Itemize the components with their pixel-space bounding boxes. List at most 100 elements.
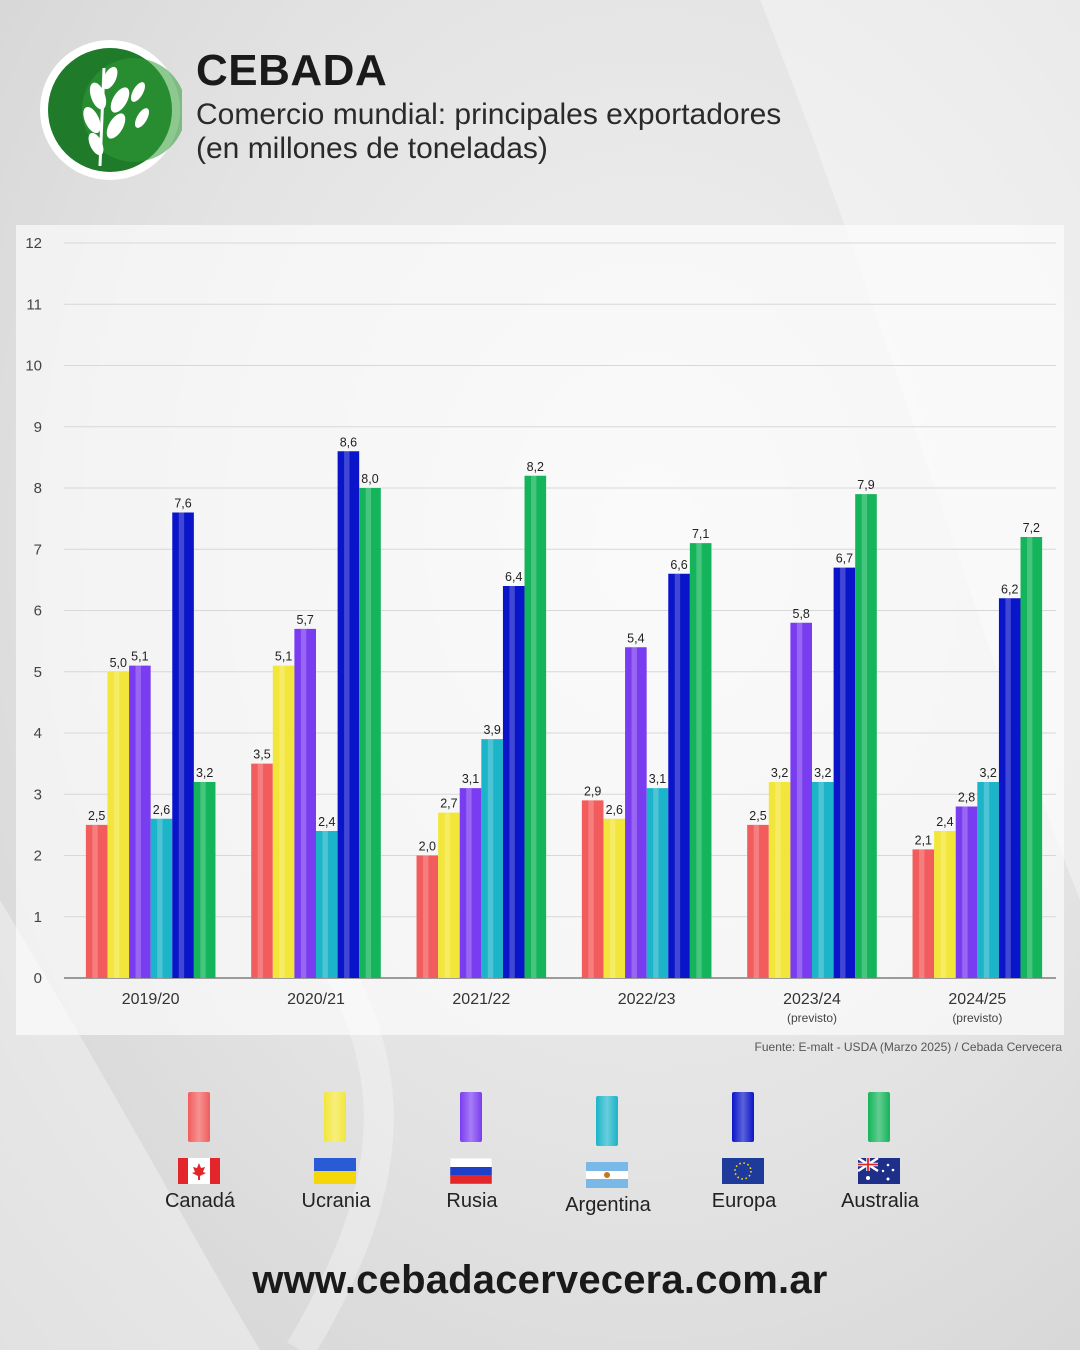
bar-highlight — [531, 475, 537, 978]
barley-logo — [40, 40, 182, 180]
bar-rusia — [955, 806, 978, 978]
y-tick-label: 1 — [34, 909, 42, 926]
bar-europa — [502, 586, 525, 978]
bar-highlight — [509, 586, 515, 978]
bar-rusia — [294, 628, 316, 978]
bar-highlight — [113, 671, 120, 978]
canada-flag-icon — [178, 1158, 220, 1184]
data-label: 2,5 — [88, 809, 105, 823]
legend-swatch-argentina — [596, 1096, 618, 1146]
bar-highlight — [631, 647, 637, 978]
australia-flag-icon — [858, 1158, 900, 1184]
x-tick-label: 2024/25 — [948, 991, 1006, 1008]
bar-australia — [689, 543, 712, 978]
bar-highlight — [775, 782, 781, 978]
bar-canada — [416, 855, 439, 978]
bar-ucrania — [934, 831, 956, 978]
data-label: 3,5 — [253, 748, 270, 762]
data-label: 8,6 — [340, 435, 357, 449]
x-tick-label: 2023/24 — [783, 991, 841, 1008]
bar-argentina — [316, 831, 338, 978]
bar-ucrania — [272, 665, 295, 978]
data-label: 2,6 — [606, 803, 623, 817]
data-label: 2,1 — [915, 833, 932, 847]
legend-label-argentina: Argentina — [565, 1194, 651, 1216]
bar-highlight — [279, 665, 285, 978]
data-label: 3,9 — [483, 723, 500, 737]
data-label: 3,2 — [814, 766, 831, 780]
bar-highlight — [674, 573, 681, 978]
data-label: 2,4 — [318, 815, 335, 829]
bar-highlight — [940, 831, 947, 978]
bar-argentina — [646, 788, 669, 978]
legend-swatch-europa — [732, 1092, 754, 1142]
bar-highlight — [200, 782, 206, 978]
ukraine-flag-icon — [314, 1158, 356, 1184]
bar-highlight — [322, 831, 328, 978]
bar-highlight — [653, 788, 659, 978]
source-note: Fuente: E-malt - USDA (Marzo 2025) / Ceb… — [754, 1040, 1062, 1054]
y-tick-label: 3 — [34, 786, 42, 803]
bar-australia — [359, 488, 381, 978]
bar-canada — [581, 800, 604, 978]
legend-item-rusia: Rusia — [404, 1092, 540, 1222]
data-label: 5,0 — [110, 656, 127, 670]
bar-ucrania — [768, 782, 791, 978]
legend-swatch-rusia — [460, 1092, 482, 1142]
bar-rusia — [459, 788, 482, 978]
data-label: 6,7 — [836, 552, 853, 566]
bar-highlight — [157, 818, 163, 978]
bar-australia — [1020, 537, 1043, 978]
bar-europa — [172, 512, 194, 978]
bar-highlight — [840, 567, 846, 978]
y-tick-label: 4 — [34, 725, 42, 742]
y-tick-label: 12 — [25, 235, 42, 252]
bar-highlight — [753, 824, 760, 978]
bar-canada — [747, 824, 769, 978]
bar-highlight — [1027, 537, 1033, 978]
bar-highlight — [919, 849, 925, 978]
bar-australia — [855, 494, 877, 978]
bar-highlight — [487, 739, 494, 978]
legend-swatch-australia — [868, 1092, 890, 1142]
y-tick-label: 8 — [34, 480, 42, 497]
data-label: 5,4 — [627, 631, 644, 645]
bar-highlight — [609, 818, 616, 978]
data-label: 6,6 — [670, 558, 687, 572]
bar-highlight — [818, 782, 824, 978]
data-label: 2,5 — [749, 809, 766, 823]
data-label: 3,1 — [649, 772, 666, 786]
legend-label-ucrania: Ucrania — [301, 1190, 371, 1212]
y-tick-label: 5 — [34, 664, 42, 681]
bar-europa — [668, 573, 690, 978]
bar-argentina — [977, 782, 999, 978]
data-label: 7,6 — [174, 497, 191, 511]
legend-item-canada: Canadá — [132, 1092, 268, 1222]
data-label: 2,4 — [936, 815, 953, 829]
bar-highlight — [178, 512, 185, 978]
data-label: 6,4 — [505, 570, 522, 584]
website-url[interactable]: www.cebadacervecera.com.ar — [252, 1258, 828, 1302]
bar-highlight — [257, 763, 264, 978]
legend-label-rusia: Rusia — [446, 1190, 498, 1212]
subtitle-line-1: Comercio mundial: principales exportador… — [196, 98, 782, 131]
x-tick-note: (previsto) — [787, 1011, 837, 1025]
bar-ucrania — [603, 818, 626, 978]
bar-australia — [524, 475, 547, 978]
bar-canada — [85, 824, 108, 978]
y-tick-label: 7 — [34, 541, 42, 558]
data-label: 7,1 — [692, 527, 709, 541]
x-tick-label: 2021/22 — [452, 991, 510, 1008]
legend-item-ucrania: Ucrania — [268, 1092, 404, 1222]
bar-europa — [833, 567, 856, 978]
y-tick-label: 9 — [34, 419, 42, 436]
x-tick-label: 2019/20 — [122, 991, 180, 1008]
bar-canada — [912, 849, 935, 978]
bar-highlight — [344, 451, 350, 978]
data-label: 5,7 — [297, 613, 314, 627]
bar-highlight — [588, 800, 594, 978]
data-label: 2,6 — [153, 803, 170, 817]
page-title: CEBADA — [196, 46, 388, 95]
bar-highlight — [861, 494, 868, 978]
data-label: 2,8 — [958, 791, 975, 805]
